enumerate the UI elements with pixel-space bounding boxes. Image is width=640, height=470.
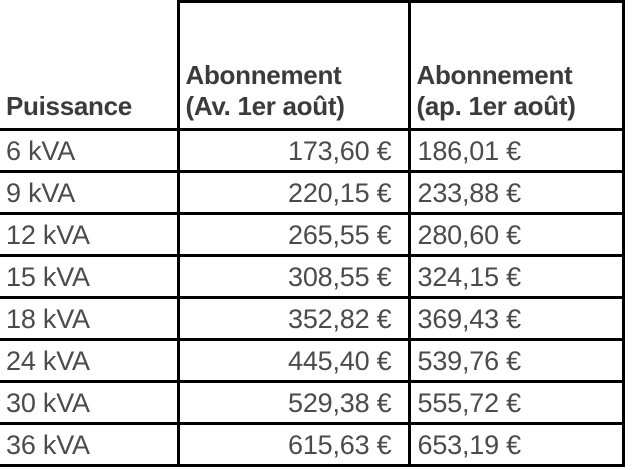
cell-puissance: 30 kVA <box>0 381 180 425</box>
cell-puissance: 15 kVA <box>0 255 180 299</box>
cell-abonnement-avant: 173,60 € <box>176 129 411 173</box>
cell-abonnement-apres: 186,01 € <box>407 129 625 173</box>
column-header-puissance: Puissance <box>0 1 180 131</box>
cell-abonnement-apres: 369,43 € <box>407 297 625 341</box>
column-header-abonnement-avant-line-1: Abonnement <box>185 60 342 90</box>
column-header-abonnement-apres-line-1: Abonnement <box>416 60 573 90</box>
cell-abonnement-apres: 233,88 € <box>407 171 625 215</box>
cell-puissance: 24 kVA <box>0 339 180 383</box>
column-header-abonnement-apres: Abonnement (ap. 1er août) <box>407 0 625 131</box>
cell-abonnement-avant: 265,55 € <box>176 213 411 257</box>
cell-abonnement-avant: 352,82 € <box>176 297 411 341</box>
cell-abonnement-apres: 555,72 € <box>407 381 625 425</box>
cell-abonnement-apres: 539,76 € <box>407 339 625 383</box>
cell-puissance: 18 kVA <box>0 297 180 341</box>
column-header-abonnement-avant: Abonnement (Av. 1er août) <box>176 0 411 131</box>
cell-abonnement-avant: 529,38 € <box>176 381 411 425</box>
subscription-price-table: Puissance Abonnement (Av. 1er août) Abon… <box>0 0 625 467</box>
cell-puissance: 36 kVA <box>0 423 180 467</box>
cell-abonnement-avant: 445,40 € <box>176 339 411 383</box>
cell-abonnement-avant: 615,63 € <box>176 423 411 467</box>
table-row: 12 kVA 265,55 €280,60 € <box>0 213 625 257</box>
cell-puissance: 6 kVA <box>0 129 180 173</box>
table-header-row: Puissance Abonnement (Av. 1er août) Abon… <box>0 0 625 131</box>
table-row: 6 kVA 173,60 €186,01 € <box>0 129 625 173</box>
cell-abonnement-avant: 308,55 € <box>176 255 411 299</box>
cell-puissance: 9 kVA <box>0 171 180 215</box>
table-body: 6 kVA 173,60 €186,01 €9 kVA 220,15 €233,88… <box>0 129 625 467</box>
column-header-abonnement-avant-line-2: (Av. 1er août) <box>185 91 345 121</box>
cell-abonnement-avant: 220,15 € <box>176 171 411 215</box>
table-row: 18 kVA 352,82 €369,43 € <box>0 297 625 341</box>
table-row: 30 kVA 529,38 €555,72 € <box>0 381 625 425</box>
table-row: 24 kVA 445,40 €539,76 € <box>0 339 625 383</box>
column-header-abonnement-apres-line-2: (ap. 1er août) <box>416 91 576 121</box>
table-row: 15 kVA 308,55 €324,15 € <box>0 255 625 299</box>
table-row: 9 kVA 220,15 €233,88 € <box>0 171 625 215</box>
cell-abonnement-apres: 653,19 € <box>407 423 625 467</box>
cell-abonnement-apres: 280,60 € <box>407 213 625 257</box>
table-header: Puissance Abonnement (Av. 1er août) Abon… <box>0 0 625 131</box>
table-row: 36 kVA 615,63 €653,19 € <box>0 423 625 467</box>
column-header-puissance-line-1: Puissance <box>6 91 132 121</box>
cell-abonnement-apres: 324,15 € <box>407 255 625 299</box>
cell-puissance: 12 kVA <box>0 213 180 257</box>
